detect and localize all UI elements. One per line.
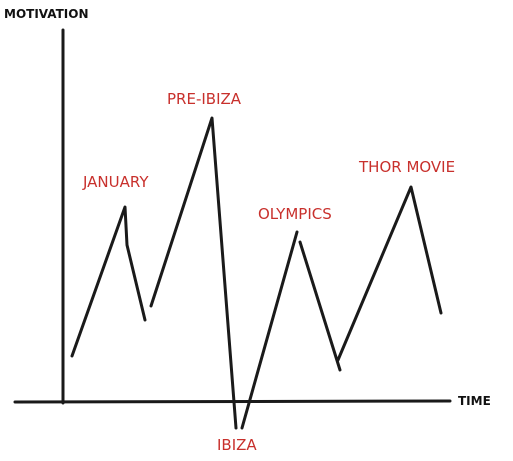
annotation: THOR MOVIE xyxy=(358,158,455,176)
trend-stroke xyxy=(149,116,238,430)
trend-stroke xyxy=(70,205,147,358)
trend-stroke xyxy=(336,185,443,362)
x-axis-label: TIME xyxy=(458,394,491,408)
trend-stroke xyxy=(298,240,342,372)
annotation: PRE-IBIZA xyxy=(167,90,242,108)
annotation: JANUARY xyxy=(82,173,149,191)
y-axis-label: MOTIVATION xyxy=(4,7,89,21)
trend-stroke xyxy=(240,230,299,430)
annotation: IBIZA xyxy=(217,436,257,454)
annotation: OLYMPICS xyxy=(258,205,332,223)
